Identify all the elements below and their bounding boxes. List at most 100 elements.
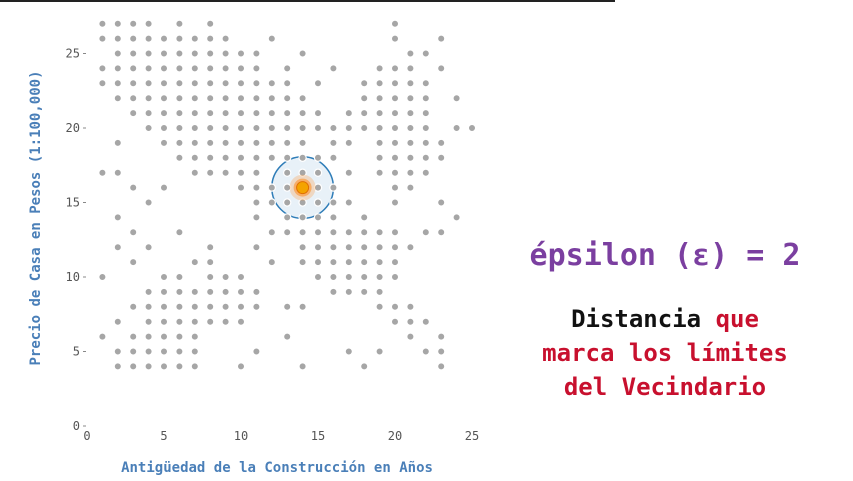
data-point bbox=[113, 34, 123, 43]
data-point bbox=[329, 198, 338, 207]
data-point bbox=[390, 138, 400, 148]
data-point bbox=[390, 242, 400, 252]
data-point bbox=[252, 79, 261, 88]
data-point bbox=[283, 93, 292, 103]
data-point bbox=[159, 362, 169, 371]
data-point bbox=[267, 153, 276, 162]
data-point bbox=[175, 332, 184, 341]
data-point bbox=[375, 287, 384, 297]
data-point bbox=[406, 138, 415, 148]
data-point bbox=[190, 347, 199, 356]
data-point bbox=[175, 64, 184, 73]
data-point bbox=[421, 228, 430, 237]
x-axis-title: Antigüedad de la Construcción en Años bbox=[121, 460, 433, 476]
data-point bbox=[175, 153, 184, 162]
data-point bbox=[205, 108, 215, 118]
data-point bbox=[205, 64, 215, 73]
data-point bbox=[128, 79, 138, 88]
data-point bbox=[128, 34, 138, 43]
data-point bbox=[437, 153, 446, 162]
y-tick-label: 0 bbox=[73, 419, 80, 433]
data-point bbox=[175, 93, 184, 103]
data-point bbox=[113, 79, 123, 88]
data-point bbox=[252, 347, 261, 356]
data-point bbox=[267, 79, 276, 88]
description-line-3: del Vecindario bbox=[563, 373, 767, 401]
data-point bbox=[113, 49, 123, 58]
data-point bbox=[98, 64, 107, 73]
data-point bbox=[190, 287, 199, 297]
data-point bbox=[329, 123, 338, 133]
data-point bbox=[375, 138, 384, 148]
data-point bbox=[113, 93, 123, 103]
data-point bbox=[205, 317, 215, 326]
y-tick-label: 10 bbox=[66, 270, 80, 284]
data-point bbox=[144, 362, 153, 371]
data-point bbox=[190, 34, 199, 43]
data-point bbox=[375, 64, 384, 73]
x-tick-label: 15 bbox=[311, 429, 325, 443]
data-point bbox=[360, 213, 369, 222]
y-tick-label: 5 bbox=[73, 345, 80, 359]
data-point bbox=[406, 183, 415, 192]
data-point bbox=[159, 93, 169, 103]
data-point bbox=[390, 153, 400, 162]
data-point bbox=[159, 49, 169, 58]
data-point bbox=[159, 64, 169, 73]
data-point bbox=[437, 347, 446, 356]
data-point bbox=[159, 123, 169, 133]
data-point bbox=[159, 183, 169, 192]
data-point bbox=[144, 34, 153, 43]
data-point bbox=[390, 108, 400, 118]
data-point bbox=[190, 317, 199, 326]
data-point bbox=[329, 153, 338, 162]
data-point bbox=[128, 228, 138, 237]
data-point bbox=[205, 79, 215, 88]
data-point bbox=[128, 183, 138, 192]
data-point bbox=[144, 79, 153, 88]
x-tick-label: 5 bbox=[160, 429, 167, 443]
data-point bbox=[144, 108, 153, 118]
data-point bbox=[375, 108, 384, 118]
data-point bbox=[159, 347, 169, 356]
data-point bbox=[298, 108, 307, 118]
data-point bbox=[283, 183, 292, 192]
data-point bbox=[406, 242, 415, 252]
data-point bbox=[221, 168, 230, 177]
data-point bbox=[236, 183, 246, 192]
scatter-chart: 0 5 10 15 20 25 0 5 10 15 20 25 Antigüedad de la C… bbox=[28, 19, 479, 476]
data-point bbox=[360, 93, 369, 103]
data-point bbox=[221, 49, 230, 58]
data-point bbox=[205, 272, 215, 282]
data-point bbox=[298, 213, 307, 222]
data-point bbox=[360, 228, 369, 237]
x-tick-label: 20 bbox=[388, 429, 402, 443]
data-point bbox=[113, 168, 123, 177]
data-point bbox=[421, 347, 430, 356]
data-point bbox=[283, 168, 292, 177]
data-point bbox=[236, 79, 246, 88]
data-point bbox=[175, 123, 184, 133]
data-point bbox=[406, 49, 415, 58]
data-point bbox=[267, 108, 276, 118]
data-point bbox=[421, 108, 430, 118]
data-point bbox=[283, 228, 292, 237]
data-point bbox=[313, 123, 323, 133]
data-point bbox=[267, 123, 276, 133]
data-point bbox=[375, 347, 384, 356]
data-point bbox=[390, 183, 400, 192]
description-line-1-black: Distancia bbox=[571, 305, 716, 333]
data-point bbox=[252, 138, 261, 148]
data-point bbox=[205, 49, 215, 58]
data-point bbox=[144, 19, 153, 28]
data-point bbox=[252, 242, 261, 252]
data-point bbox=[236, 153, 246, 162]
data-point bbox=[360, 242, 369, 252]
data-point bbox=[128, 347, 138, 356]
data-point bbox=[205, 302, 215, 311]
data-point bbox=[406, 79, 415, 88]
data-point bbox=[252, 108, 261, 118]
core-point bbox=[289, 174, 316, 201]
data-point bbox=[190, 123, 199, 133]
data-point bbox=[421, 93, 430, 103]
